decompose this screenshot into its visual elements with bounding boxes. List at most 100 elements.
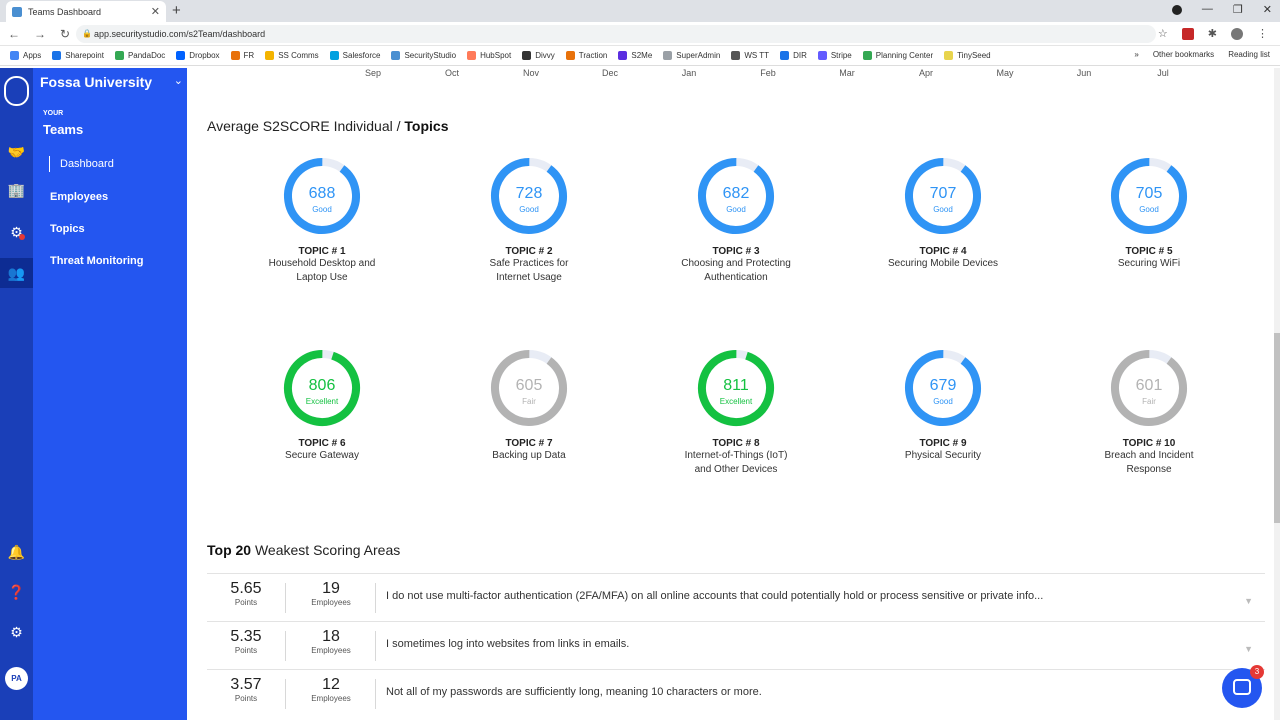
bookmark-item[interactable]: TinySeed (944, 51, 991, 60)
weak-area-row[interactable]: 5.65 Points 19 Employees I do not use multi-… (207, 573, 1265, 621)
building-icon[interactable]: 🏢 (7, 182, 26, 198)
app-logo-icon[interactable] (4, 76, 29, 106)
topic-rating: Good (1139, 205, 1159, 214)
topic-card[interactable]: 705 Good TOPIC # 5 Securing WiFi (1074, 156, 1224, 271)
your-label: YOUR (43, 110, 64, 117)
other-bookmarks[interactable]: Other bookmarks (1152, 50, 1215, 59)
sidebar-item-topics[interactable]: Topics (50, 223, 85, 235)
reload-icon[interactable]: ↻ (60, 27, 71, 41)
back-icon[interactable]: ← (8, 27, 20, 41)
menu-icon[interactable]: ⋮ (1257, 28, 1268, 40)
topic-number: TOPIC # 7 (505, 438, 553, 449)
bookmark-item[interactable]: WS TT (731, 51, 769, 60)
settings-icon[interactable]: ⚙ (10, 624, 23, 640)
employees-cell: 18 Employees (287, 628, 375, 655)
forward-icon[interactable]: → (34, 27, 46, 41)
minimize-icon[interactable]: — (1201, 3, 1213, 15)
topic-card[interactable]: 679 Good TOPIC # 9 Physical Security (868, 348, 1018, 463)
calendar-extension-icon[interactable] (1181, 27, 1194, 40)
bookmark-label: Planning Center (875, 51, 934, 60)
weak-area-row[interactable]: 3.57 Points 12 Employees Not all of my passw… (207, 669, 1265, 717)
reading-list[interactable]: Reading list (1228, 50, 1270, 59)
employees-unit: Employees (311, 646, 351, 655)
topic-gauge: 688 Good (284, 158, 360, 234)
topic-card[interactable]: 806 Excellent TOPIC # 6 Secure Gateway (247, 348, 397, 463)
address-bar-row: ← → ↻ 🔒 app.securitystudio.com/s2Team/da… (0, 22, 1280, 46)
bookmark-label: Dropbox (189, 51, 220, 60)
teams-icon[interactable]: 👥 (0, 258, 33, 288)
scrollbar-thumb[interactable] (1274, 333, 1280, 523)
bookmark-item[interactable]: SS Comms (265, 51, 319, 60)
bookmark-item[interactable]: DIR (780, 51, 807, 60)
bookmark-item[interactable]: Planning Center (862, 51, 934, 60)
chevron-down-icon[interactable]: ⌄ (173, 75, 183, 87)
bookmark-item[interactable]: Traction (565, 51, 607, 60)
browser-tab[interactable]: Teams Dashboard ✕ (6, 1, 166, 22)
topic-card[interactable]: 601 Fair TOPIC # 10 Breach and Incident Res… (1074, 348, 1224, 477)
topic-gauge: 605 Fair (491, 350, 567, 426)
chevron-down-icon[interactable]: ▼ (1244, 596, 1253, 606)
topic-number: TOPIC # 9 (919, 438, 967, 449)
topic-name: Internet-of-Things (IoT) and Other Devic… (684, 450, 788, 475)
help-icon[interactable]: ❓ (7, 584, 26, 600)
bookmark-item[interactable]: FR (230, 51, 254, 60)
avatar[interactable]: PA (5, 667, 28, 690)
chevron-down-icon[interactable]: ▼ (1244, 644, 1253, 654)
chat-button[interactable]: 3 (1222, 665, 1264, 708)
scrollbar[interactable] (1274, 68, 1280, 720)
bookmark-item[interactable]: Stripe (817, 51, 852, 60)
employees-value: 19 (322, 580, 340, 597)
topics-title-prefix: Average S2SCORE Individual / (207, 118, 401, 134)
bell-icon[interactable]: 🔔 (7, 544, 26, 560)
bookmark-item[interactable]: Dropbox (176, 51, 220, 60)
employees-unit: Employees (311, 694, 351, 703)
weakest-section-title: Top 20 Weakest Scoring Areas (207, 542, 400, 558)
bookmark-item[interactable]: Sharepoint (52, 51, 104, 60)
sidebar-item-threat-monitoring[interactable]: Threat Monitoring (50, 255, 144, 267)
url-input[interactable]: 🔒 app.securitystudio.com/s2Team/dashboar… (76, 25, 1156, 43)
bookmark-item[interactable]: S2Me (618, 51, 652, 60)
topic-card[interactable]: 688 Good TOPIC # 1 Household Desktop and La… (247, 156, 397, 285)
bookmark-label: Salesforce (342, 51, 381, 60)
bookmark-item[interactable]: PandaDoc (114, 51, 165, 60)
gauge-arc (698, 350, 774, 426)
topics-section-title: Average S2SCORE Individual / Topics (207, 118, 448, 134)
topic-card[interactable]: 707 Good TOPIC # 4 Securing Mobile Devices (868, 156, 1018, 271)
handshake-icon[interactable]: 🤝 (7, 144, 26, 160)
bookmark-item[interactable]: Apps (10, 51, 41, 60)
topic-card[interactable]: 728 Good TOPIC # 2 Safe Practices for Inter… (454, 156, 604, 285)
bookmark-favicon-icon (565, 51, 575, 60)
topic-card[interactable]: 682 Good TOPIC # 3 Choosing and Protecting … (661, 156, 811, 285)
profile-icon[interactable] (1231, 27, 1243, 40)
bookmark-label: Stripe (830, 51, 852, 60)
close-window-icon[interactable]: ✕ (1262, 4, 1272, 16)
star-icon[interactable]: ☆ (1157, 28, 1168, 40)
bookmark-item[interactable]: SuperAdmin (663, 51, 720, 60)
sidebar-item-employees[interactable]: Employees (50, 191, 109, 203)
bookmark-item[interactable]: SecurityStudio (391, 51, 456, 60)
recording-icon[interactable] (1171, 5, 1182, 15)
topic-card[interactable]: 811 Excellent TOPIC # 8 Internet-of-Things … (661, 348, 811, 477)
org-name[interactable]: Fossa University (40, 74, 153, 90)
topic-card[interactable]: 605 Fair TOPIC # 7 Backing up Data (454, 348, 604, 463)
topic-number: TOPIC # 6 (298, 438, 346, 449)
gauge-arc (284, 158, 360, 234)
bookmark-item[interactable]: Salesforce (329, 51, 381, 60)
topic-rating: Excellent (306, 397, 339, 406)
month-tick-label: Nov (522, 68, 540, 78)
bookmark-item[interactable]: Divvy (522, 51, 555, 60)
weak-area-row[interactable]: 5.35 Points 18 Employees I sometimes log int… (207, 621, 1265, 669)
teams-heading: Teams (43, 122, 84, 137)
network-icon[interactable]: ⚙ (10, 224, 23, 240)
extensions-icon[interactable]: ✱ (1207, 28, 1217, 40)
sidebar-item-dashboard[interactable]: Dashboard (49, 156, 114, 172)
url-text: app.securitystudio.com/s2Team/dashboard (94, 29, 266, 39)
weak-area-text: Not all of my passwords are sufficiently… (386, 686, 762, 698)
more-bookmarks-icon[interactable]: » (1134, 50, 1139, 59)
topic-name: Securing Mobile Devices (887, 258, 999, 269)
divider (285, 583, 286, 613)
tab-close-icon[interactable]: ✕ (150, 6, 160, 18)
new-tab-icon[interactable]: + (172, 2, 181, 19)
bookmark-item[interactable]: HubSpot (467, 51, 511, 60)
restore-icon[interactable]: ❐ (1232, 4, 1243, 16)
